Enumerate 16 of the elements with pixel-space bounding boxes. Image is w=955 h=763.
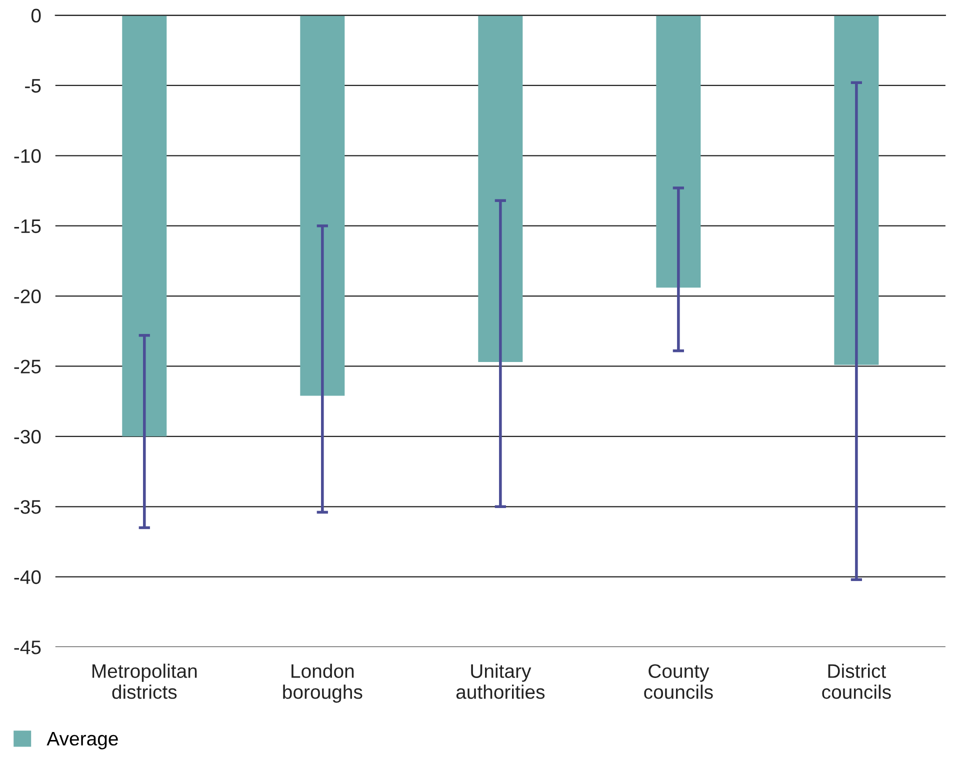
y-tick-label: -40 xyxy=(14,570,41,584)
y-tick-label: -15 xyxy=(14,220,41,234)
y-tick-label: -20 xyxy=(14,290,41,304)
y-tick-label: -25 xyxy=(14,360,41,374)
y-tick-label: 0 xyxy=(31,8,41,22)
y-tick-label: -10 xyxy=(14,149,41,163)
y-tick-label: -45 xyxy=(14,640,41,654)
y-tick-label: -35 xyxy=(14,500,41,514)
x-tick-label: County councils xyxy=(644,664,713,699)
y-tick-label: -30 xyxy=(14,430,41,444)
y-tick-label: -5 xyxy=(25,79,41,93)
x-tick-label: District councils xyxy=(822,664,891,699)
x-tick-label: Unitary authorities xyxy=(456,664,545,699)
x-tick-label: London boroughs xyxy=(283,664,362,703)
x-tick-label: Metropolitan districts xyxy=(92,664,197,699)
legend-label: Average xyxy=(46,732,118,750)
